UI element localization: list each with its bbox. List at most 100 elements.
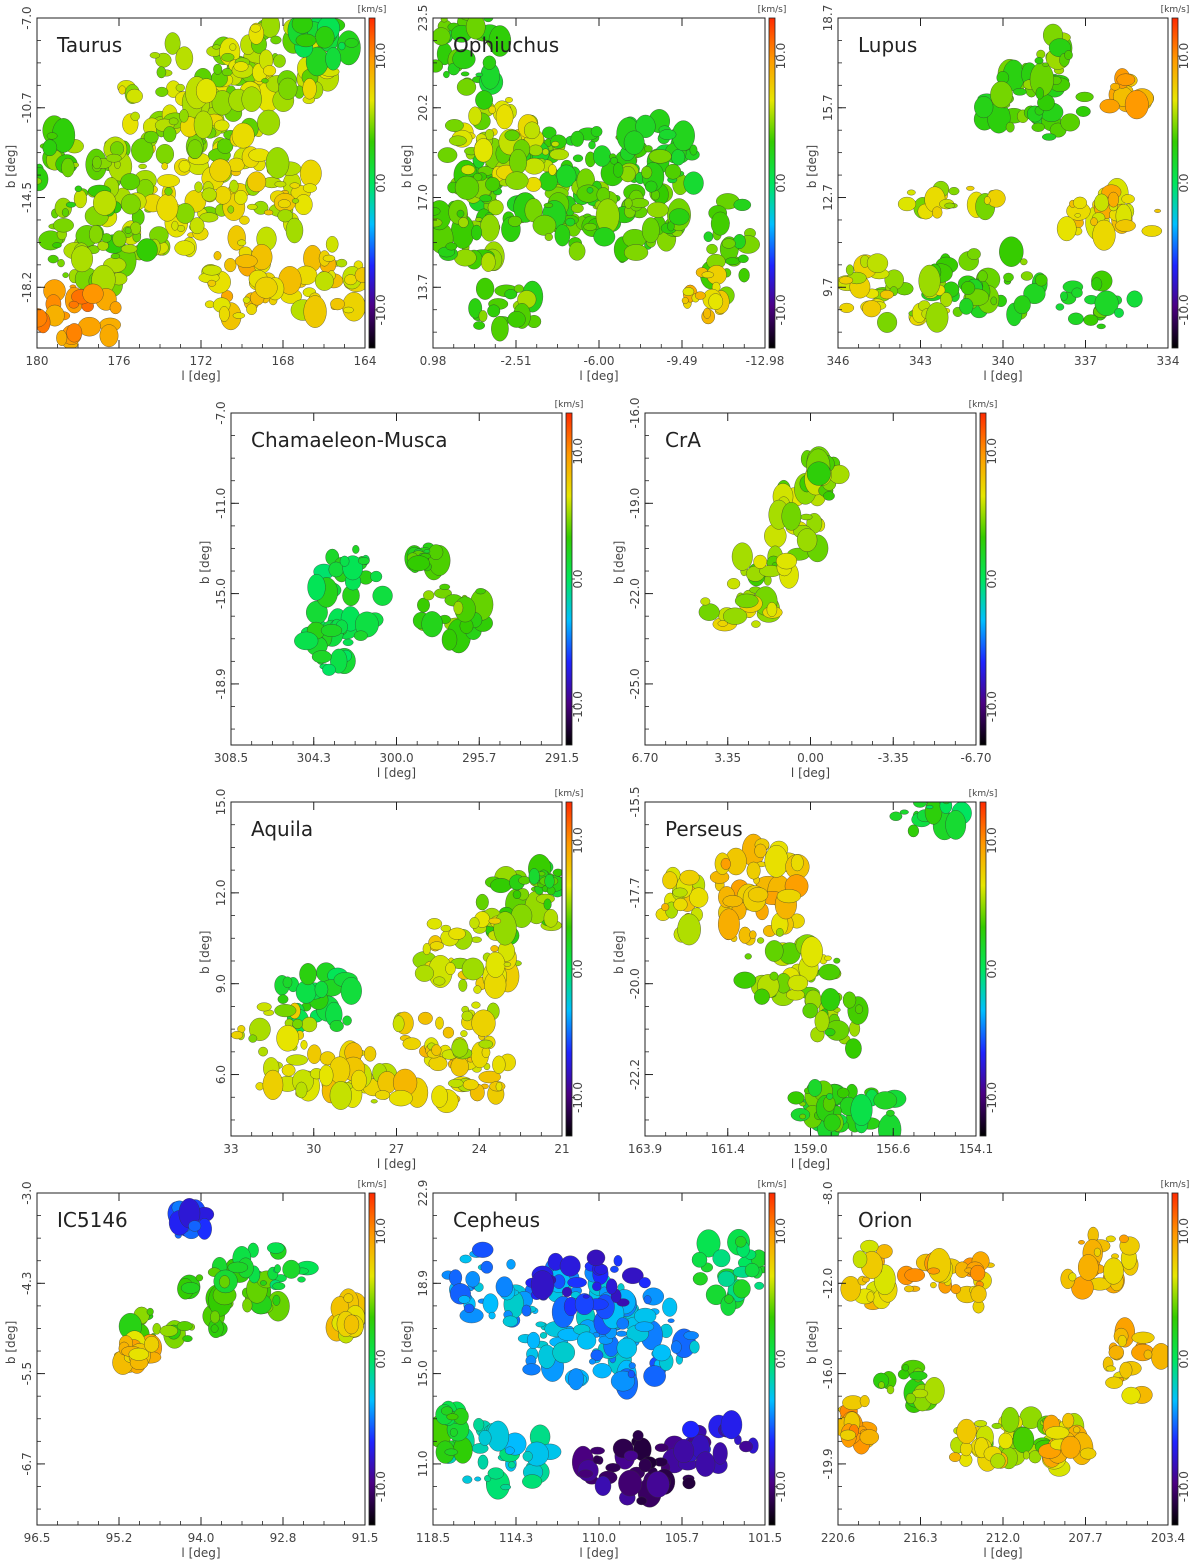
map-patch (461, 957, 485, 981)
map-patch (593, 1455, 601, 1465)
y-tick-label: -11.0 (214, 488, 228, 519)
map-patch (970, 1264, 986, 1282)
x-tick-label: 114.3 (499, 1531, 533, 1545)
map-patch (799, 1113, 806, 1120)
map-patch (956, 1418, 977, 1444)
x-tick-label: 164 (354, 354, 377, 368)
map-patch (1073, 196, 1087, 209)
map-patch (450, 1056, 469, 1077)
panel-title: Taurus (56, 33, 122, 57)
map-patch (615, 1330, 628, 1337)
map-patch (61, 157, 75, 178)
map-patch (421, 611, 443, 638)
map-patch (682, 287, 695, 296)
map-patch (112, 230, 127, 248)
map-patch (440, 924, 451, 932)
map-patch (163, 126, 177, 143)
map-patch (1110, 82, 1120, 91)
map-patch (273, 54, 286, 68)
map-patch (1020, 258, 1028, 266)
y-tick-label: 9.0 (214, 974, 228, 993)
map-patch (1078, 1240, 1085, 1245)
map-patch (82, 283, 104, 304)
map-patch (314, 980, 329, 998)
map-patch (927, 1267, 940, 1275)
map-patch (880, 290, 894, 300)
y-tick-label: -17.7 (628, 877, 642, 908)
map-patch (694, 291, 706, 300)
map-patch (277, 994, 289, 1004)
y-tick-label: 18.9 (416, 1270, 430, 1297)
map-patch (974, 1420, 988, 1427)
map-patch (444, 1448, 458, 1456)
map-patch (277, 199, 291, 209)
map-patch (613, 162, 624, 178)
y-tick-label: -3.0 (20, 1181, 34, 1204)
x-axis-label: l [deg] (983, 1546, 1022, 1560)
map-patch (479, 194, 492, 203)
colorbar-tick-label: 0.0 (1177, 173, 1191, 192)
map-patch (886, 1385, 895, 1395)
map-patch (65, 201, 77, 208)
map-patch (68, 300, 79, 309)
map-patch (319, 1064, 334, 1087)
map-patch (456, 78, 477, 96)
colorbar-tick-label: 0.0 (774, 173, 788, 192)
colorbar-unit: [km/s] (1161, 1180, 1190, 1190)
x-tick-label: -3.35 (878, 751, 909, 765)
map-patch (632, 1430, 644, 1441)
y-axis-label: b [deg] (400, 145, 414, 188)
map-patch (664, 163, 682, 180)
map-patch (1105, 1376, 1123, 1389)
map-patch (159, 1325, 178, 1337)
map-patch (524, 121, 540, 140)
map-patch (340, 977, 362, 1005)
map-patch (590, 1349, 604, 1361)
map-patch (477, 1454, 489, 1470)
map-patch (906, 189, 916, 196)
map-patch (234, 190, 248, 205)
map-patch (475, 588, 486, 595)
x-tick-label: 340 (992, 354, 1015, 368)
map-patch (990, 296, 998, 306)
velocity-map (37, 18, 365, 348)
y-tick-label: 18.7 (821, 5, 835, 32)
map-patch (1126, 290, 1143, 308)
map-patch (449, 135, 467, 146)
map-patch (242, 296, 251, 304)
map-patch (423, 549, 431, 554)
map-patch (897, 1369, 910, 1380)
map-patch (662, 1297, 678, 1317)
map-patch (523, 157, 545, 175)
map-patch (478, 310, 488, 322)
panel-title: CrA (665, 428, 701, 452)
map-patch (433, 218, 443, 228)
map-patch (999, 236, 1024, 267)
x-tick-label: 216.3 (903, 1531, 937, 1545)
map-patch (452, 49, 476, 70)
map-patch (144, 1336, 160, 1353)
map-patch (446, 1413, 459, 1421)
y-tick-label: -22.0 (628, 578, 642, 609)
map-patch (120, 173, 140, 191)
map-patch (518, 876, 531, 885)
panel-title: Lupus (858, 33, 917, 57)
map-patch (458, 1295, 471, 1304)
map-patch (1060, 291, 1068, 301)
x-tick-label: 6.70 (632, 751, 659, 765)
map-patch (213, 251, 222, 261)
map-patch (970, 1285, 987, 1303)
colorbar-tick-label: -10.0 (571, 691, 585, 722)
map-patch (721, 238, 736, 249)
map-patch (1116, 73, 1136, 86)
map-patch (471, 1001, 481, 1009)
map-patch (638, 1458, 652, 1473)
map-patch (470, 936, 482, 943)
map-patch (492, 1055, 506, 1074)
map-patch (967, 248, 981, 260)
map-patch (590, 126, 603, 138)
map-patch (725, 257, 740, 266)
map-patch (1055, 303, 1065, 311)
y-tick-label: 11.0 (416, 1451, 430, 1478)
map-patch (1074, 213, 1081, 218)
